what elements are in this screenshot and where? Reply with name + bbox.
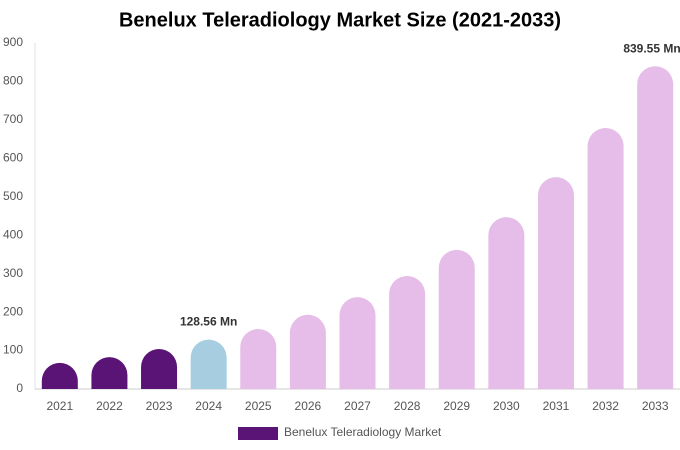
x-tick-label: 2021 xyxy=(46,399,73,413)
legend-swatch xyxy=(238,427,278,440)
x-tick-label: 2022 xyxy=(96,399,123,413)
bar xyxy=(438,249,475,389)
bar xyxy=(587,127,624,390)
x-tick-label: 2030 xyxy=(493,399,520,413)
bar xyxy=(488,217,525,389)
x-tick-label: 2033 xyxy=(642,399,669,413)
x-tick-label: 2024 xyxy=(195,399,222,413)
y-tick-label: 400 xyxy=(3,227,23,241)
bar xyxy=(389,275,426,389)
bar xyxy=(141,349,178,389)
x-tick-label: 2031 xyxy=(543,399,570,413)
x-tick-label: 2027 xyxy=(344,399,371,413)
y-tick-label: 200 xyxy=(3,304,23,318)
y-tick-label: 300 xyxy=(3,266,23,280)
x-tick-label: 2029 xyxy=(443,399,470,413)
y-tick-label: 100 xyxy=(3,343,23,357)
bar xyxy=(637,66,674,389)
x-tick-label: 2032 xyxy=(592,399,619,413)
x-tick-label: 2028 xyxy=(394,399,421,413)
bar xyxy=(91,357,128,389)
bar xyxy=(41,362,78,389)
x-tick-label: 2026 xyxy=(295,399,322,413)
bar xyxy=(289,314,326,389)
value-label: 839.55 Mn xyxy=(623,41,680,55)
bar xyxy=(240,329,277,389)
y-tick-label: 0 xyxy=(16,381,23,395)
bar xyxy=(190,339,227,389)
y-tick-label: 600 xyxy=(3,151,23,165)
chart-title: Benelux Teleradiology Market Size (2021-… xyxy=(119,9,561,31)
x-tick-label: 2023 xyxy=(146,399,173,413)
x-tick-label: 2025 xyxy=(245,399,272,413)
bar xyxy=(339,297,376,389)
y-tick-label: 700 xyxy=(3,112,23,126)
value-label: 128.56 Mn xyxy=(180,315,237,329)
y-tick-label: 900 xyxy=(3,35,23,49)
y-tick-label: 500 xyxy=(3,189,23,203)
legend-label: Benelux Teleradiology Market xyxy=(284,425,442,439)
y-tick-label: 800 xyxy=(3,74,23,88)
bar xyxy=(537,177,574,389)
